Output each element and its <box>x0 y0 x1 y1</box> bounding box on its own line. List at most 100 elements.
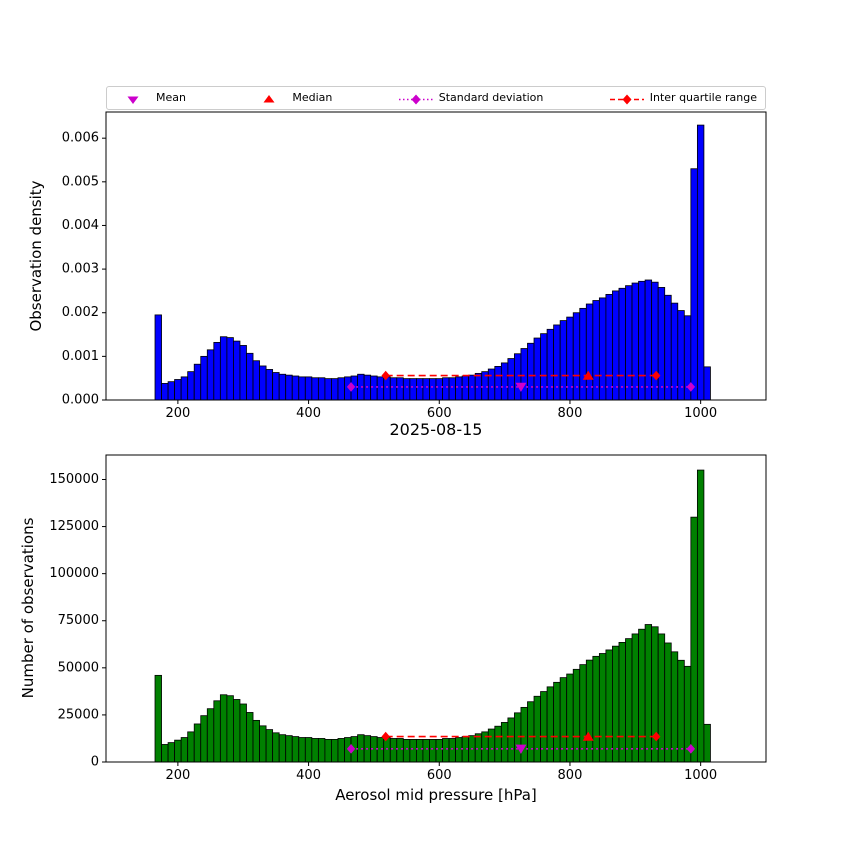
x-tick-label: 1000 <box>684 768 717 783</box>
histogram-bar <box>402 378 411 401</box>
histogram-bar <box>533 695 541 763</box>
legend-item-median: Median <box>251 91 332 105</box>
histogram-bar <box>474 733 483 763</box>
y-tick-label: 0.002 <box>62 305 99 320</box>
legend: Mean Median Standard deviation Inter qua… <box>106 86 766 110</box>
histogram-bar <box>487 368 496 401</box>
histogram-bar <box>494 725 502 763</box>
histogram-bar <box>331 739 339 763</box>
histogram-bar <box>252 719 260 763</box>
histogram-bar <box>278 373 287 401</box>
histogram-bar <box>324 378 332 401</box>
y-tick-label: 100000 <box>49 566 99 581</box>
histogram-bar <box>383 376 391 401</box>
number-of-observations-histogram: 200 400 600 800 1000 0 25000 50000 75000 100000 12… <box>49 454 767 783</box>
histogram-bar <box>618 642 626 763</box>
axes-frame <box>105 454 767 763</box>
histogram-bar <box>193 363 202 401</box>
median-marker-icon <box>251 91 287 105</box>
histogram-bar <box>376 737 385 763</box>
x-tick-label: 1000 <box>684 406 717 421</box>
histogram-bar <box>612 645 620 763</box>
legend-marker-shape <box>127 96 139 104</box>
histogram-bar <box>507 358 515 401</box>
y-tick-label: 0.004 <box>62 218 99 233</box>
xlabel-aerosol-mid-pressure: Aerosol mid pressure [hPa] <box>335 786 537 804</box>
y-tick-label: 25000 <box>58 707 99 722</box>
y-axis: 0 25000 50000 75000 100000 125000 150000 <box>49 472 106 770</box>
y-tick-label: 0.000 <box>62 393 99 408</box>
histogram-bar <box>598 653 607 763</box>
histogram-bar <box>252 360 260 401</box>
histogram-bar <box>631 633 639 763</box>
histogram-bar <box>533 337 541 401</box>
histogram-bar <box>396 377 404 401</box>
histogram-bar <box>546 686 555 763</box>
histogram-bar <box>644 624 653 763</box>
y-tick-label: 0.003 <box>62 262 99 277</box>
y-tick-label: 75000 <box>58 613 99 628</box>
histogram-bar <box>389 377 398 401</box>
y-tick-label: 0.005 <box>62 174 99 189</box>
histogram-bar <box>435 378 443 401</box>
histogram-bar <box>553 324 561 401</box>
x-tick-label: 800 <box>558 406 583 421</box>
histogram-bar <box>154 314 162 401</box>
histogram-bar <box>200 715 208 763</box>
histogram-bar <box>396 738 404 763</box>
histogram-bar <box>331 378 339 401</box>
histogram-bar <box>422 378 430 401</box>
axes-frame <box>105 111 767 401</box>
histogram-bar <box>520 348 528 401</box>
median-marker <box>582 370 594 380</box>
histogram-bar <box>304 376 313 401</box>
histogram-bar <box>442 738 450 763</box>
iqr-q3-marker <box>652 370 661 381</box>
histogram-bar <box>670 651 679 763</box>
histogram-bar <box>429 378 437 401</box>
histogram-bar <box>540 691 548 763</box>
histogram-bar <box>187 731 195 763</box>
histogram-bar <box>527 701 535 763</box>
histogram-bar <box>187 371 195 401</box>
histogram-bar <box>324 739 332 763</box>
histogram-bar <box>631 282 639 401</box>
legend-label-inter-quartile-range: Inter quartile range <box>649 91 757 104</box>
histogram-bar <box>559 320 568 401</box>
histogram-bar <box>429 739 437 763</box>
histogram-bars <box>154 124 711 401</box>
histogram-bar <box>455 376 463 401</box>
histogram-bar <box>553 681 561 763</box>
histogram-bar <box>226 695 234 763</box>
histogram-bar <box>180 737 189 763</box>
histogram-bar <box>278 734 287 763</box>
histogram-bar <box>644 279 653 401</box>
median-marker-icon <box>263 95 275 103</box>
histogram-bar <box>285 374 293 401</box>
histogram-bar <box>514 712 522 763</box>
histogram-bar <box>154 674 162 763</box>
std-dev-end-marker <box>686 382 696 392</box>
legend-item-inter-quartile-range: Inter quartile range <box>609 91 757 105</box>
legend-label-standard-deviation: Standard deviation <box>438 91 544 104</box>
histogram-bar <box>500 362 509 401</box>
histogram-bar <box>605 649 613 763</box>
histogram-bar <box>579 664 587 763</box>
histogram-bar <box>664 642 672 763</box>
histogram-bar <box>677 659 685 763</box>
x-tick-label: 400 <box>296 768 321 783</box>
histogram-bar <box>592 300 600 401</box>
histogram-bar <box>233 340 241 401</box>
histogram-bar <box>161 383 169 401</box>
iqr-q1-marker <box>381 370 390 381</box>
histogram-bar <box>585 303 594 401</box>
histogram-bar <box>507 717 515 763</box>
std-dev-end-marker <box>686 744 696 754</box>
histogram-bar <box>167 742 176 763</box>
histogram-bar <box>625 638 633 763</box>
legend-item-mean: Mean <box>115 91 186 105</box>
histogram-bar <box>664 294 672 401</box>
histogram-bar <box>265 729 274 763</box>
y-tick-label: 0 <box>91 755 99 770</box>
